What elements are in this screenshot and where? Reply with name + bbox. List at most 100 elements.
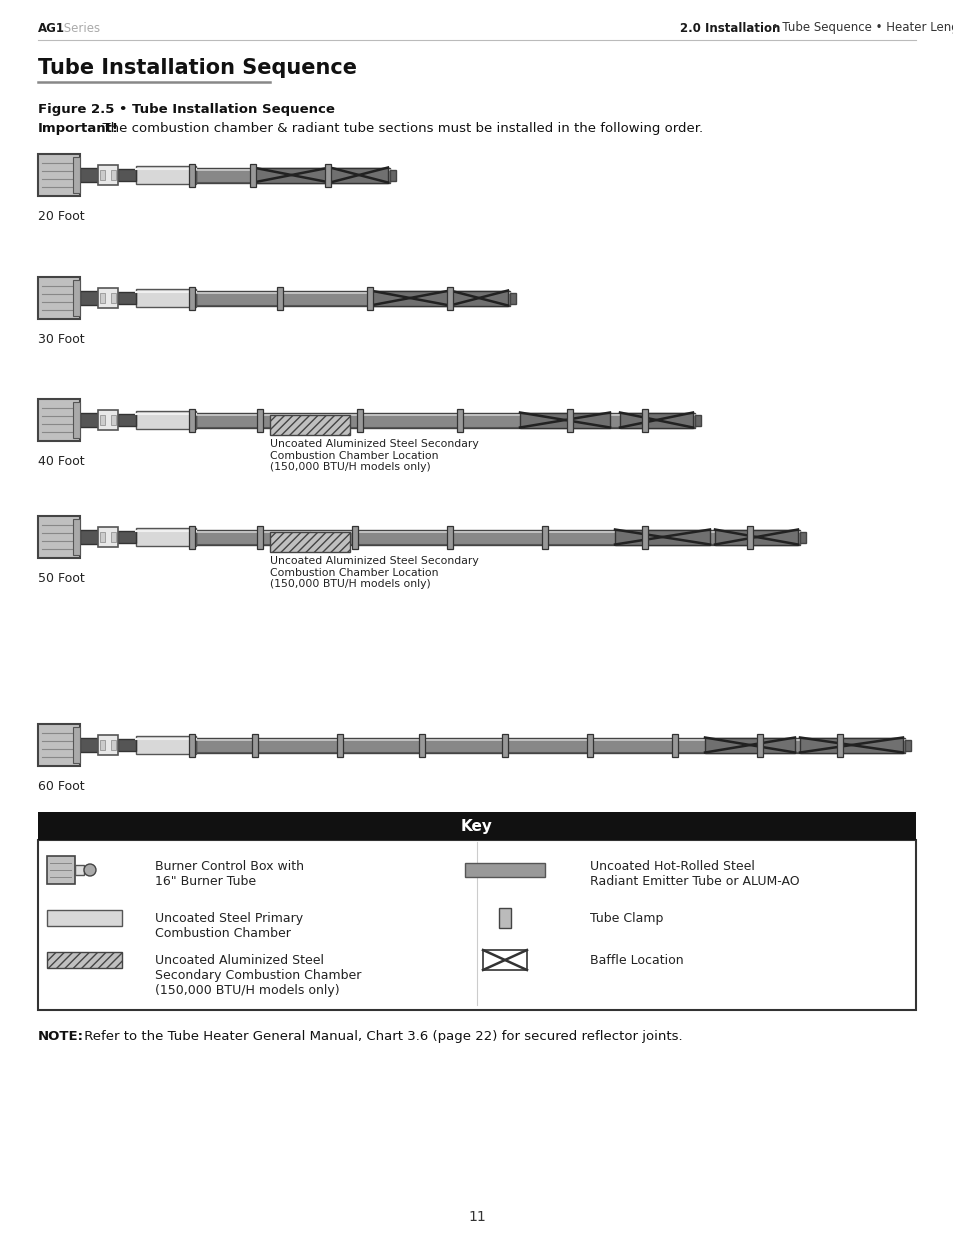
Bar: [73, 519, 80, 555]
Bar: [100, 293, 105, 303]
Bar: [356, 409, 363, 431]
Bar: [118, 414, 136, 426]
Bar: [464, 863, 544, 877]
Bar: [276, 287, 283, 310]
Text: The combustion chamber & radiant tube sections must be installed in the followin: The combustion chamber & radiant tube se…: [94, 122, 702, 135]
Bar: [100, 740, 105, 750]
Text: 11: 11: [468, 1210, 485, 1224]
Bar: [100, 532, 105, 542]
Bar: [73, 727, 80, 763]
Bar: [447, 526, 453, 548]
Text: Uncoated Hot-Rolled Steel
Radiant Emitter Tube or ALUM-AO: Uncoated Hot-Rolled Steel Radiant Emitte…: [589, 860, 799, 888]
Text: Baffle Location: Baffle Location: [589, 953, 683, 967]
Bar: [98, 735, 118, 755]
Bar: [189, 163, 194, 186]
Text: 40 Foot: 40 Foot: [38, 454, 85, 468]
Bar: [98, 165, 118, 185]
Bar: [80, 291, 98, 305]
Bar: [800, 531, 805, 542]
Bar: [330, 168, 388, 183]
Bar: [450, 290, 507, 305]
Bar: [47, 952, 122, 968]
Bar: [100, 415, 105, 425]
Text: • Tube Sequence • Heater Length: • Tube Sequence • Heater Length: [767, 21, 953, 35]
Text: AG1: AG1: [38, 21, 65, 35]
Bar: [111, 740, 116, 750]
Bar: [671, 734, 678, 757]
Bar: [498, 908, 511, 927]
Bar: [38, 277, 80, 319]
Bar: [482, 950, 526, 969]
Bar: [73, 403, 80, 438]
Bar: [456, 409, 462, 431]
Bar: [325, 163, 331, 186]
Bar: [136, 736, 195, 755]
Bar: [136, 289, 195, 308]
Text: Key: Key: [460, 819, 493, 834]
Bar: [714, 530, 797, 545]
Text: 2.0 Installation: 2.0 Installation: [679, 21, 780, 35]
Bar: [757, 734, 762, 757]
Bar: [195, 168, 390, 183]
Text: Tube Clamp: Tube Clamp: [589, 911, 662, 925]
Bar: [136, 411, 195, 429]
Bar: [367, 287, 373, 310]
Bar: [390, 169, 395, 180]
Text: NOTE:: NOTE:: [38, 1030, 84, 1044]
Bar: [619, 412, 692, 427]
Bar: [501, 734, 507, 757]
Bar: [98, 288, 118, 308]
Bar: [641, 526, 647, 548]
Text: Uncoated Aluminized Steel Secondary
Combustion Chamber Location
(150,000 BTU/H m: Uncoated Aluminized Steel Secondary Comb…: [270, 556, 478, 589]
Circle shape: [84, 864, 96, 876]
Text: Figure 2.5 • Tube Installation Sequence: Figure 2.5 • Tube Installation Sequence: [38, 103, 335, 116]
Bar: [38, 154, 80, 196]
Bar: [189, 734, 194, 757]
Bar: [136, 529, 195, 546]
Bar: [38, 724, 80, 766]
Bar: [47, 910, 122, 926]
Text: Uncoated Steel Primary
Combustion Chamber: Uncoated Steel Primary Combustion Chambe…: [154, 911, 303, 940]
Bar: [75, 864, 84, 876]
Bar: [615, 530, 709, 545]
Text: Important!: Important!: [38, 122, 119, 135]
Bar: [111, 532, 116, 542]
Bar: [118, 531, 136, 543]
Bar: [370, 290, 450, 305]
Bar: [836, 734, 842, 757]
Bar: [38, 399, 80, 441]
Bar: [111, 293, 116, 303]
Text: Refer to the Tube Heater General Manual, Chart 3.6 (page 22) for secured reflect: Refer to the Tube Heater General Manual,…: [80, 1030, 682, 1044]
Bar: [519, 412, 609, 427]
Bar: [746, 526, 752, 548]
Bar: [136, 165, 195, 184]
Bar: [73, 157, 80, 193]
Text: 20 Foot: 20 Foot: [38, 210, 85, 224]
Bar: [270, 532, 350, 552]
Bar: [189, 526, 194, 548]
Bar: [195, 737, 904, 752]
Bar: [80, 530, 98, 543]
Bar: [98, 410, 118, 430]
Text: 60 Foot: 60 Foot: [38, 781, 85, 793]
Text: Uncoated Aluminized Steel
Secondary Combustion Chamber
(150,000 BTU/H models onl: Uncoated Aluminized Steel Secondary Comb…: [154, 953, 361, 997]
Bar: [252, 734, 257, 757]
Bar: [695, 415, 700, 426]
Bar: [250, 163, 255, 186]
Bar: [100, 170, 105, 180]
Bar: [447, 287, 453, 310]
Bar: [641, 409, 647, 431]
Bar: [189, 409, 194, 431]
Bar: [118, 169, 136, 182]
Text: 50 Foot: 50 Foot: [38, 572, 85, 585]
Bar: [195, 290, 510, 305]
Text: 30 Foot: 30 Foot: [38, 333, 85, 346]
Bar: [80, 412, 98, 427]
Bar: [111, 170, 116, 180]
Bar: [352, 526, 357, 548]
Bar: [80, 168, 98, 182]
Bar: [195, 530, 800, 545]
Bar: [586, 734, 593, 757]
Bar: [904, 740, 910, 751]
Bar: [704, 737, 794, 752]
